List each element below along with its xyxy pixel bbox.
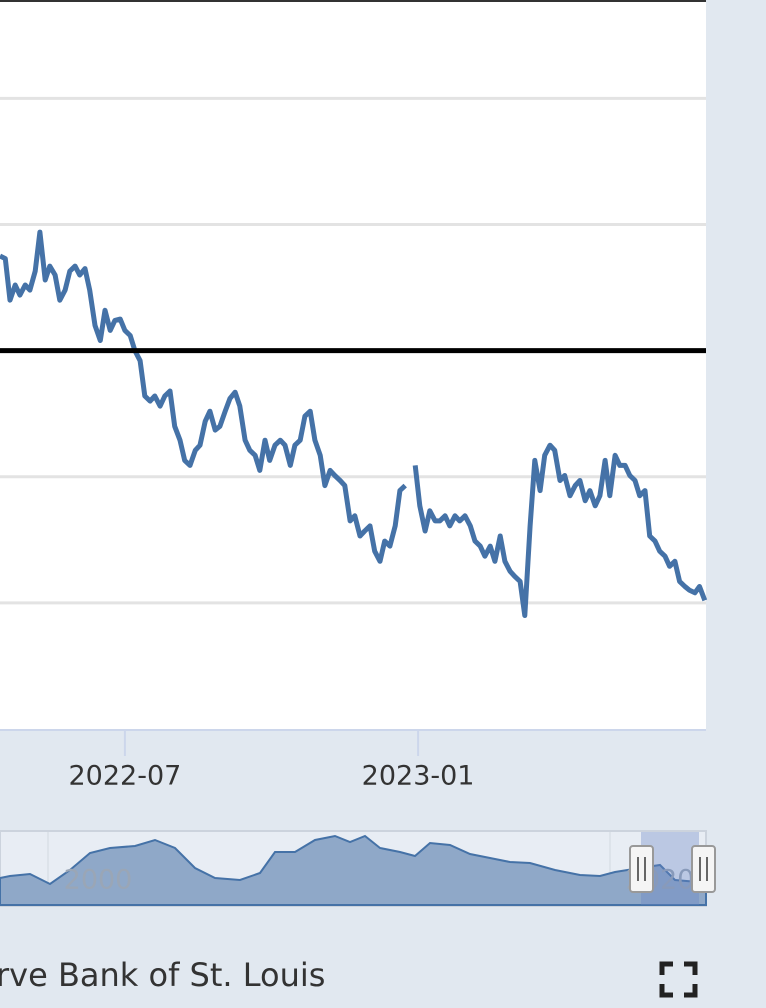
- plot: [0, 229, 708, 618]
- plot-area: [0, 0, 706, 729]
- x-axis-ticks: 2022-07 2023-01: [68, 730, 474, 792]
- x-tick-label: 2023-01: [362, 761, 475, 792]
- x-tick-label: 2022-07: [68, 761, 181, 792]
- navigator-handle[interactable]: [691, 845, 716, 893]
- navigator: 2000 2020: [0, 830, 716, 907]
- navigator-handle[interactable]: [629, 845, 654, 893]
- fullscreen-icon: [659, 961, 698, 998]
- fullscreen-button[interactable]: [659, 961, 698, 998]
- navigator-label: 2000: [64, 865, 133, 896]
- source: rve Bank of St. Louis: [0, 956, 325, 994]
- line: [0, 229, 708, 618]
